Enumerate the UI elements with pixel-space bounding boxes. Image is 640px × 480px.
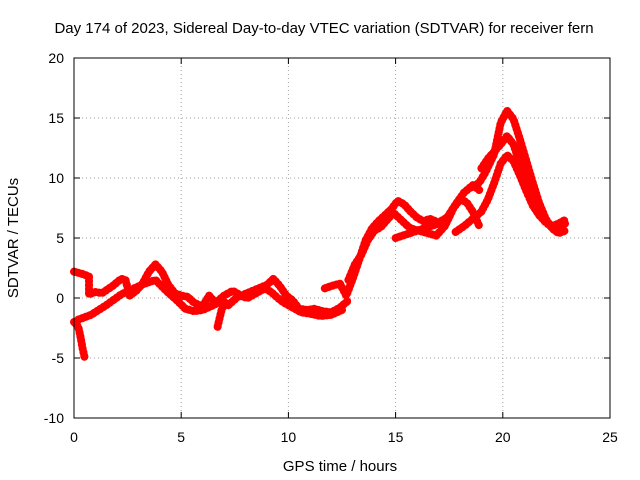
x-axis-title: GPS time / hours bbox=[283, 458, 397, 475]
x-tick-label: 25 bbox=[602, 429, 618, 445]
grid bbox=[74, 58, 610, 418]
x-tick-label: 15 bbox=[388, 429, 404, 445]
y-tick-label: 10 bbox=[48, 170, 64, 186]
data-series-marks-track-d bbox=[213, 297, 231, 331]
x-tick-label: 10 bbox=[281, 429, 297, 445]
chart-title: Day 174 of 2023, Sidereal Day-to-day VTE… bbox=[54, 20, 593, 37]
data-series-marks-track-j bbox=[466, 106, 569, 238]
y-tick-label: 0 bbox=[56, 290, 64, 306]
data-series-marks-track-g bbox=[391, 219, 443, 242]
y-tick-label: -5 bbox=[52, 350, 65, 366]
data-series-marks-track-f bbox=[344, 195, 484, 284]
y-tick-label: 20 bbox=[48, 50, 64, 66]
x-tick-label: 0 bbox=[70, 429, 78, 445]
x-tick-label: 5 bbox=[177, 429, 185, 445]
series-layer bbox=[70, 106, 569, 362]
y-tick-label: 5 bbox=[56, 230, 64, 246]
x-tick-label: 20 bbox=[495, 429, 511, 445]
y-tick-label: 15 bbox=[48, 110, 64, 126]
y-tick-label: -10 bbox=[44, 410, 64, 426]
data-series-marks-track-a bbox=[70, 260, 353, 317]
axis-ticks: 0 5 10 15 20 25 -10 -5 0 5 10 15 20 bbox=[44, 50, 618, 445]
data-series-marks-track-b bbox=[70, 318, 89, 362]
y-axis-title: SDTVAR / TECUs bbox=[5, 178, 22, 298]
